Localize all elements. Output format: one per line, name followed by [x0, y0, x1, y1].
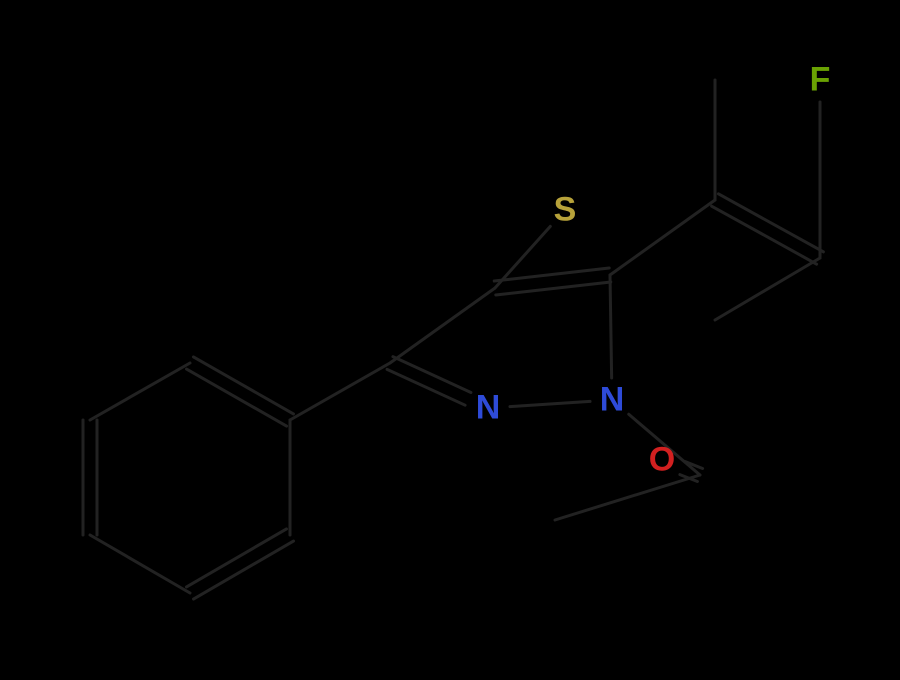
atom-f: F: [810, 61, 831, 100]
molecule-svg: [0, 0, 900, 680]
atom-s: S: [554, 191, 577, 230]
molecule-canvas: { "structure": { "type": "chemical-struc…: [0, 0, 900, 680]
atom-o: O: [649, 441, 675, 480]
atom-n: N: [476, 389, 501, 428]
atom-n: N: [600, 381, 625, 420]
